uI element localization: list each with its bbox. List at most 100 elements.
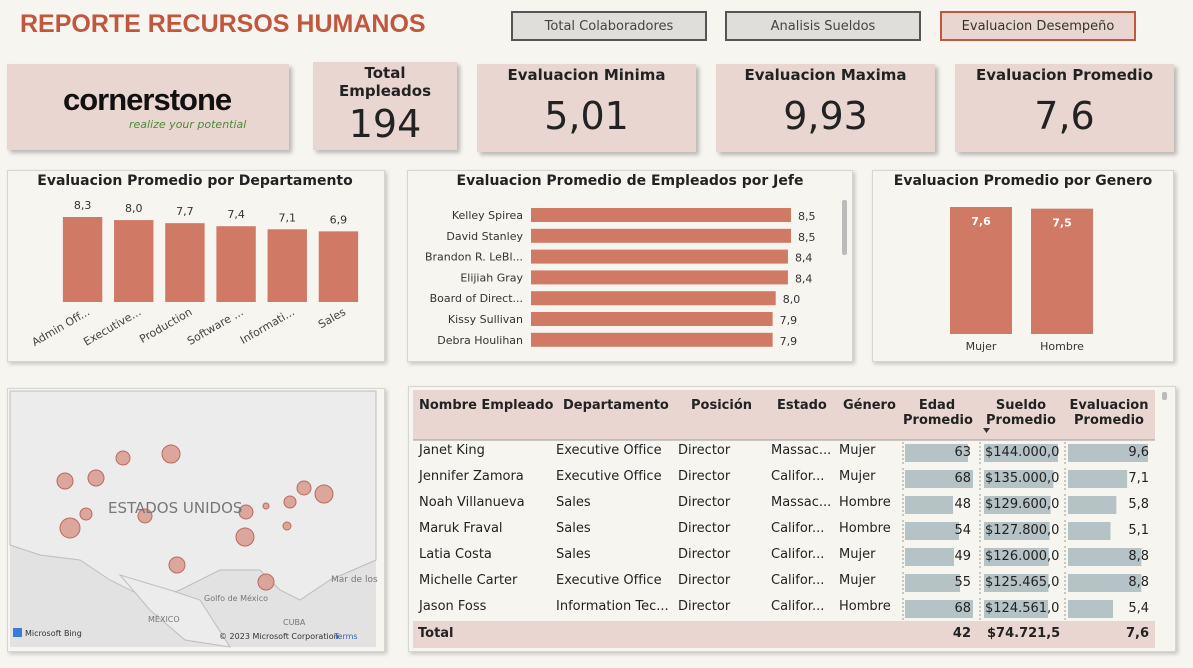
table-cell: 63 <box>954 445 971 460</box>
map-bubble <box>296 480 312 496</box>
y-tick-label: Board of Direct... <box>430 292 523 305</box>
table-cell: Executive Office <box>556 443 662 458</box>
logo-name: cornerstone <box>63 82 232 117</box>
table-cell: Califor... <box>771 469 825 484</box>
data-label: 7,7 <box>176 205 194 218</box>
kpi-label: Evaluacion Promedio <box>975 66 1153 84</box>
table-cell: Director <box>678 599 731 614</box>
data-label: 6,9 <box>330 213 348 226</box>
data-bar <box>1068 444 1148 462</box>
table-cell: Califor... <box>771 521 825 536</box>
map-bubble <box>235 527 255 547</box>
bar <box>1031 208 1093 334</box>
table-total-bg <box>413 621 1155 648</box>
table-cell: Califor... <box>771 547 825 562</box>
data-label: 7,9 <box>780 335 798 348</box>
total-cell: $74.721,5 <box>987 626 1061 641</box>
data-label: 8,5 <box>798 231 816 244</box>
nav-button[interactable]: Total Colaboradores <box>511 11 707 41</box>
table-cell: $125.465,0 <box>985 575 1060 590</box>
kpi-label: Evaluacion Maxima <box>744 66 907 84</box>
map-terms[interactable]: Terms <box>333 632 358 641</box>
table-cell: Director <box>678 521 731 536</box>
table-cell: Mujer <box>839 469 876 484</box>
kpi-card: Evaluacion Minima 5,01 <box>477 64 696 152</box>
column-header: Género <box>843 398 896 413</box>
column-header: Nombre Empleado <box>419 398 554 413</box>
table-cell: 8,8 <box>1128 549 1149 564</box>
column-header: Posición <box>691 398 753 413</box>
data-bar <box>905 444 968 462</box>
y-tick-label: David Stanley <box>446 230 523 243</box>
data-bar <box>984 548 1049 566</box>
bar <box>114 220 154 302</box>
data-bar <box>1068 496 1117 514</box>
data-label: 7,6 <box>971 215 991 228</box>
table-cell: 68 <box>954 471 971 486</box>
chart-title: Evaluacion Promedio por Genero <box>894 173 1153 189</box>
total-cell: 42 <box>952 626 971 641</box>
kpi-value: 7,6 <box>1034 94 1095 138</box>
map-bubble <box>238 504 254 520</box>
data-label: 7,4 <box>227 208 245 221</box>
table-cell: Hombre <box>839 599 891 614</box>
x-tick-label: Mujer <box>966 340 997 353</box>
map-bubble <box>56 472 74 490</box>
scrollbar <box>1162 392 1167 400</box>
column-header: Departamento <box>563 398 669 413</box>
scrollbar <box>842 200 847 255</box>
bar <box>318 231 359 302</box>
map-bubble <box>79 507 93 521</box>
logo-card: cornerstone realize your potential <box>7 64 289 150</box>
nav-button[interactable]: Evaluacion Desempeño <box>940 11 1136 41</box>
map-label: ESTADOS UNIDOS <box>108 499 242 517</box>
column-header: Estado <box>777 398 827 413</box>
x-tick-label: Hombre <box>1040 340 1084 353</box>
nav-button[interactable]: Analisis Sueldos <box>725 11 921 41</box>
table-cell: Director <box>678 469 731 484</box>
table-cell: Mujer <box>839 547 876 562</box>
bar <box>531 249 788 264</box>
data-label: 8,4 <box>795 252 813 265</box>
map-land <box>118 574 232 648</box>
table-cell: 5,1 <box>1128 523 1149 538</box>
data-bar <box>984 600 1049 618</box>
data-label: 7,9 <box>780 314 798 327</box>
data-bar <box>1068 548 1142 566</box>
table-cell: 55 <box>954 575 971 590</box>
table-cell: Executive Office <box>556 469 662 484</box>
table-cell: 8,8 <box>1128 575 1149 590</box>
data-bar <box>984 522 1050 540</box>
table-cell: Executive Office <box>556 573 662 588</box>
bar <box>62 217 103 302</box>
table-cell: 5,8 <box>1128 497 1149 512</box>
y-tick-label: Kissy Sullivan <box>448 313 523 326</box>
table-cell: $126.000,0 <box>985 549 1060 564</box>
table-cell: Director <box>678 547 731 562</box>
column-header: Edad Promedio <box>903 398 973 428</box>
table-cell: Mujer <box>839 443 876 458</box>
data-bar <box>905 574 960 592</box>
table-cell: $144.000,0 <box>985 445 1060 460</box>
table-cell: 7,1 <box>1128 471 1149 486</box>
table-header-bg <box>413 390 1155 440</box>
table-cell: Jennifer Zamora <box>419 469 524 484</box>
data-label: 8,5 <box>798 210 816 223</box>
data-label: 8,4 <box>795 272 813 285</box>
chart-title: Evaluacion Promedio por Departamento <box>37 173 353 189</box>
bing-icon <box>13 628 22 637</box>
table-cell: Janet King <box>419 443 485 458</box>
table-cell: Sales <box>556 521 591 536</box>
map-brand: Microsoft Bing <box>25 629 82 638</box>
table-cell: Califor... <box>771 573 825 588</box>
kpi-value: 5,01 <box>544 94 629 138</box>
bar <box>531 228 791 243</box>
map-bubble <box>314 484 334 504</box>
table-cell: $129.600,0 <box>985 497 1060 512</box>
data-label: 8,0 <box>783 293 801 306</box>
map-bubble <box>168 556 186 574</box>
table-cell: Michelle Carter <box>419 573 518 588</box>
kpi-card: Evaluacion Maxima 9,93 <box>716 64 935 152</box>
